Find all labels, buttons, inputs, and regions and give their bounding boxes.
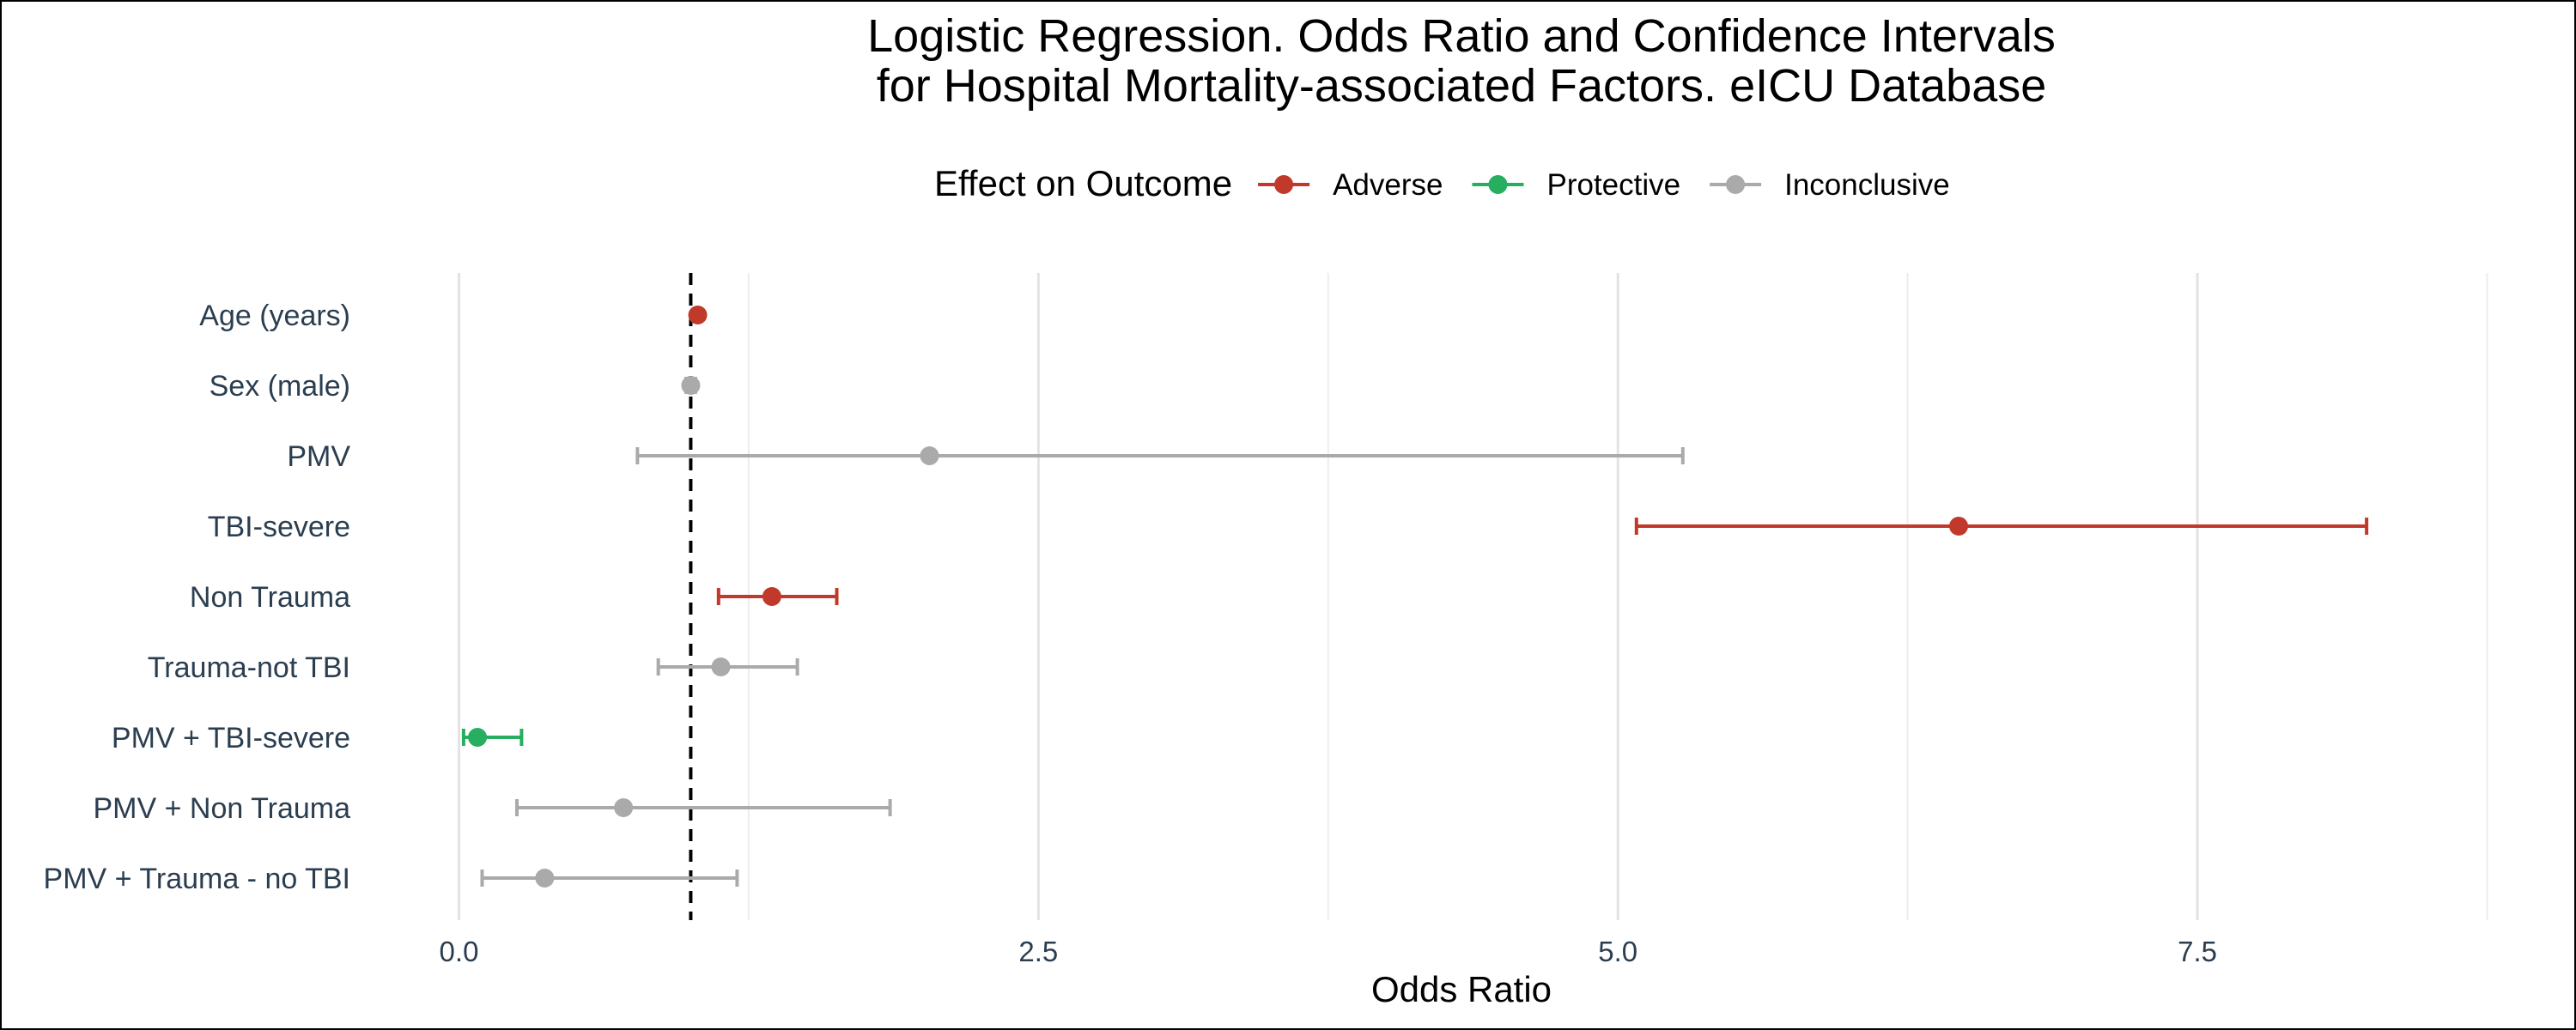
y-label-0: Age (years) <box>199 300 350 332</box>
y-label-2: PMV <box>287 440 350 473</box>
y-label-8: PMV + Trauma - no TBI <box>44 863 350 895</box>
legend: Effect on Outcome Adverse Protective Incon… <box>934 163 1950 203</box>
point-7 <box>614 798 634 817</box>
title: Logistic Regression. Odds Ratio and Conf… <box>867 10 2056 112</box>
legend-key-point-0 <box>1274 175 1294 194</box>
y-label-3: TBI-severe <box>208 511 350 543</box>
y-label-6: PMV + TBI-severe <box>112 722 350 754</box>
legend-label-2: Inconclusive <box>1784 168 1950 202</box>
confidence-intervals <box>461 306 2369 887</box>
ci-3 <box>1634 518 2369 535</box>
y-label-4: Non Trauma <box>190 581 350 614</box>
legend-entry-1: Protective <box>1472 168 1680 202</box>
legend-label-1: Protective <box>1546 168 1680 202</box>
ci-2 <box>635 447 1685 464</box>
point-4 <box>762 587 781 606</box>
point-3 <box>1949 517 1969 536</box>
legend-entries: Adverse Protective Inconclusive <box>1258 168 1950 202</box>
title-line-2: for Hospital Mortality-associated Factor… <box>877 60 2047 112</box>
x-axis-tick-labels: 0.0 2.5 5.0 7.5 <box>440 936 2217 967</box>
title-line-1: Logistic Regression. Odds Ratio and Conf… <box>867 10 2056 62</box>
ci-8 <box>480 869 739 887</box>
legend-title: Effect on Outcome <box>934 163 1232 203</box>
x-tick-label-3: 7.5 <box>2178 936 2217 967</box>
point-6 <box>468 728 488 747</box>
legend-entry-2: Inconclusive <box>1710 168 1950 202</box>
x-tick-label-0: 0.0 <box>440 936 479 967</box>
legend-key-point-2 <box>1726 175 1746 194</box>
y-label-5: Trauma-not TBI <box>148 651 350 684</box>
point-1 <box>681 376 701 395</box>
point-0 <box>688 306 708 324</box>
legend-label-0: Adverse <box>1333 168 1443 202</box>
y-label-7: PMV + Non Trauma <box>93 792 350 825</box>
x-tick-label-1: 2.5 <box>1018 936 1058 967</box>
legend-key-point-1 <box>1488 175 1508 194</box>
x-tick-label-2: 5.0 <box>1598 936 1637 967</box>
point-estimates <box>468 306 1969 888</box>
y-axis-labels: Age (years) Sex (male) PMV TBI-severe Non Tr… <box>44 300 351 895</box>
point-5 <box>711 657 731 676</box>
legend-entry-0: Adverse <box>1258 168 1443 202</box>
ci-7 <box>514 799 892 816</box>
y-label-1: Sex (male) <box>210 370 350 403</box>
x-axis-title: Odds Ratio <box>1371 969 1552 1009</box>
point-8 <box>535 869 555 888</box>
point-2 <box>920 446 939 465</box>
